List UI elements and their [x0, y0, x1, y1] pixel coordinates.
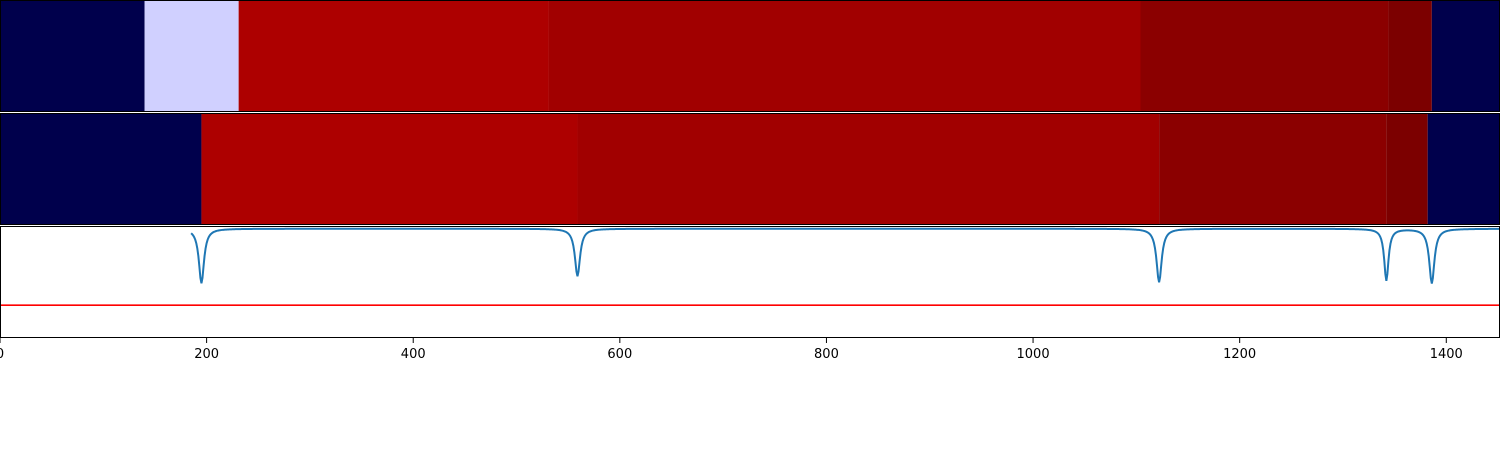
x-tick-label: 200 [194, 347, 219, 362]
x-tick-label: 800 [814, 347, 839, 362]
line-panel-bottom [0, 226, 1500, 338]
x-tick-label: 1400 [1430, 347, 1463, 362]
x-tick-label: 1000 [1017, 347, 1050, 362]
heatmap-segment [1140, 0, 1389, 112]
heatmap-segment [1427, 113, 1500, 225]
x-axis: 0 200 400 600 800 1000 1200 1400 [0, 338, 1463, 362]
heatmap-segment [144, 0, 239, 112]
heatmap-segment [548, 0, 1141, 112]
heatmap-segment [238, 0, 549, 112]
heatmap-segment [1159, 113, 1387, 225]
heatmap-segment [0, 0, 145, 112]
heatmap-segment [1388, 0, 1432, 112]
x-tick-label: 400 [401, 347, 426, 362]
heatmap-segment [201, 113, 578, 225]
heatmap-segment [1431, 0, 1500, 112]
heatmap-segment [0, 113, 202, 225]
heatmap-segment [577, 113, 1160, 225]
x-tick-label: 1200 [1223, 347, 1256, 362]
heatmap-panel-top [0, 0, 1500, 112]
x-tick-label: 600 [607, 347, 632, 362]
series-line [190, 227, 1500, 284]
heatmap-segment [1386, 113, 1428, 225]
heatmap-panel-middle [0, 113, 1500, 225]
panel-background [0, 226, 1500, 338]
x-tick-label: 0 [0, 347, 4, 362]
